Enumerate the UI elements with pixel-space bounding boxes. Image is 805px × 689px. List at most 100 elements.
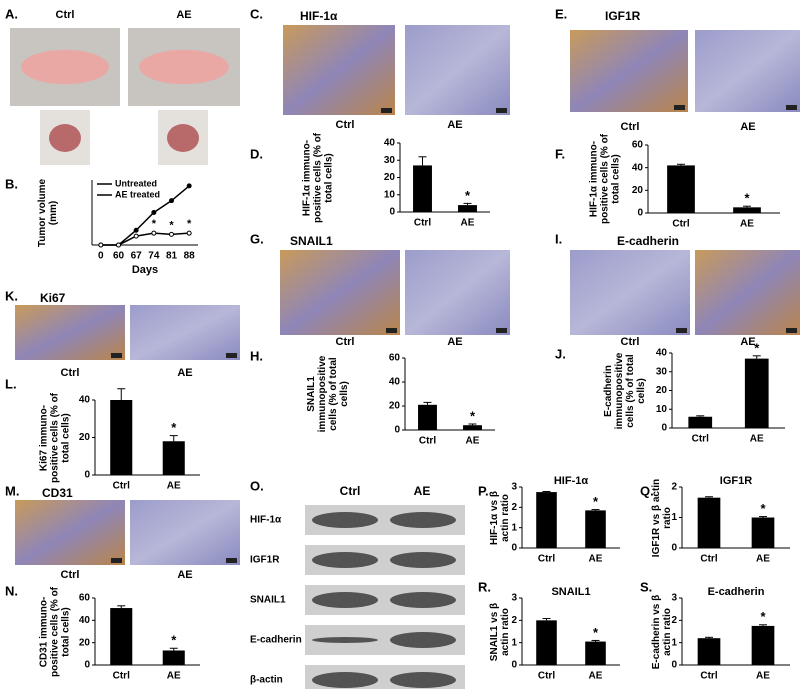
y-tick-label: 40 (632, 162, 644, 173)
x-tick-label: AE (756, 671, 770, 682)
y-axis-label: E-cadherin vs β actin ratio (651, 594, 673, 669)
scale-bar (786, 105, 797, 110)
marker (169, 231, 174, 237)
scale-bar (381, 108, 392, 113)
caption: Ctrl (61, 569, 80, 581)
x-axis-label: Days (132, 264, 158, 276)
bar (744, 358, 769, 428)
blot-band (390, 512, 456, 528)
panel-label: M. (5, 483, 19, 498)
blot-row: HIF-1α (250, 515, 282, 526)
panel-label: L. (5, 376, 17, 391)
panel-label: C. (250, 6, 263, 21)
x-tick-label: AE (589, 554, 603, 565)
y-axis-label: SNAIL1 vs β actin ratio (489, 602, 511, 661)
y-tick-label: 2 (511, 615, 517, 626)
panel-title: Ki67 (40, 291, 66, 305)
blot-band (390, 672, 456, 688)
panel-title: CD31 (42, 486, 73, 500)
significance: * (169, 219, 174, 231)
mouse (139, 49, 229, 85)
significance: * (593, 494, 599, 509)
bar (463, 425, 482, 430)
y-tick-label: 0 (661, 423, 667, 434)
micrograph (570, 250, 690, 335)
blot-band (312, 592, 378, 608)
x-tick-label: 0 (98, 251, 104, 262)
marker (133, 233, 139, 239)
micrograph (405, 250, 510, 335)
x-tick-label: Ctrl (113, 481, 130, 492)
micrograph (283, 25, 395, 115)
significance: * (754, 340, 760, 355)
micrograph (695, 30, 800, 112)
blot-band (312, 552, 378, 568)
y-tick-label: 60 (632, 140, 644, 151)
micrograph (130, 305, 240, 360)
bar (667, 165, 695, 213)
panel-label: R. (478, 579, 491, 594)
blot-band (312, 672, 378, 688)
y-tick-label: 1 (671, 512, 677, 523)
panel-label: B. (5, 176, 18, 191)
marker (151, 210, 157, 215)
blot-row: β-actin (250, 675, 283, 686)
x-tick-label: AE (461, 218, 475, 229)
bar (688, 416, 713, 428)
y-tick-label: 2 (671, 482, 677, 493)
caption: Ctrl (56, 9, 75, 21)
bar (697, 638, 721, 665)
y-tick-label: 30 (656, 366, 668, 377)
blot-band (390, 632, 456, 648)
panel-title: HIF-1α (300, 9, 338, 23)
y-tick-label: 0 (511, 660, 517, 671)
y-tick-label: 10 (384, 189, 396, 200)
y-tick-label: 60 (79, 593, 91, 604)
y-axis-label: CD31 immuno-positive cells (% of total c… (38, 586, 72, 677)
caption: AE (447, 336, 462, 348)
tumor (49, 124, 81, 152)
bar (697, 497, 721, 548)
bar (413, 165, 432, 212)
y-axis-label: HIF-1α immuno-positive cells (% of total… (301, 132, 335, 223)
y-tick-label: 40 (79, 395, 91, 406)
line (100, 232, 190, 246)
y-tick-label: 20 (79, 432, 91, 443)
bar (418, 404, 437, 430)
panel-label: E. (555, 6, 567, 21)
significance: * (760, 609, 766, 624)
micrograph (570, 30, 688, 112)
x-tick-label: Ctrl (419, 436, 436, 447)
x-tick-label: Ctrl (700, 671, 717, 682)
y-tick-label: 0 (389, 207, 395, 218)
mouse (21, 49, 109, 85)
bar (585, 641, 606, 665)
panel-label: G. (250, 231, 264, 246)
panel-label: O. (250, 478, 264, 493)
y-tick-label: 0 (637, 208, 643, 219)
scale-bar (386, 328, 397, 333)
y-tick-label: 0 (671, 660, 677, 671)
caption: AE (447, 119, 462, 131)
scale-bar (111, 353, 122, 358)
micrograph (405, 25, 510, 115)
x-tick-label: AE (466, 436, 480, 447)
marker (98, 242, 104, 248)
scale-bar (226, 558, 237, 563)
bar (536, 492, 557, 548)
micrograph (695, 250, 800, 335)
significance: * (171, 420, 177, 435)
y-axis-label: SNAIL1 immunopositive cells (% of total … (306, 355, 350, 433)
x-tick-label: 74 (148, 251, 160, 262)
chart-title: SNAIL1 (551, 586, 590, 598)
panel-label: S. (640, 579, 652, 594)
y-tick-label: 10 (656, 404, 668, 415)
x-tick-label: 88 (184, 251, 196, 262)
x-tick-label: Ctrl (113, 671, 130, 682)
x-tick-label: AE (167, 481, 181, 492)
y-tick-label: 0 (84, 660, 90, 671)
caption: Ctrl (336, 119, 355, 131)
caption: AE (177, 367, 192, 379)
chart-title: E-cadherin (708, 586, 765, 598)
panel-label: A. (5, 6, 18, 21)
